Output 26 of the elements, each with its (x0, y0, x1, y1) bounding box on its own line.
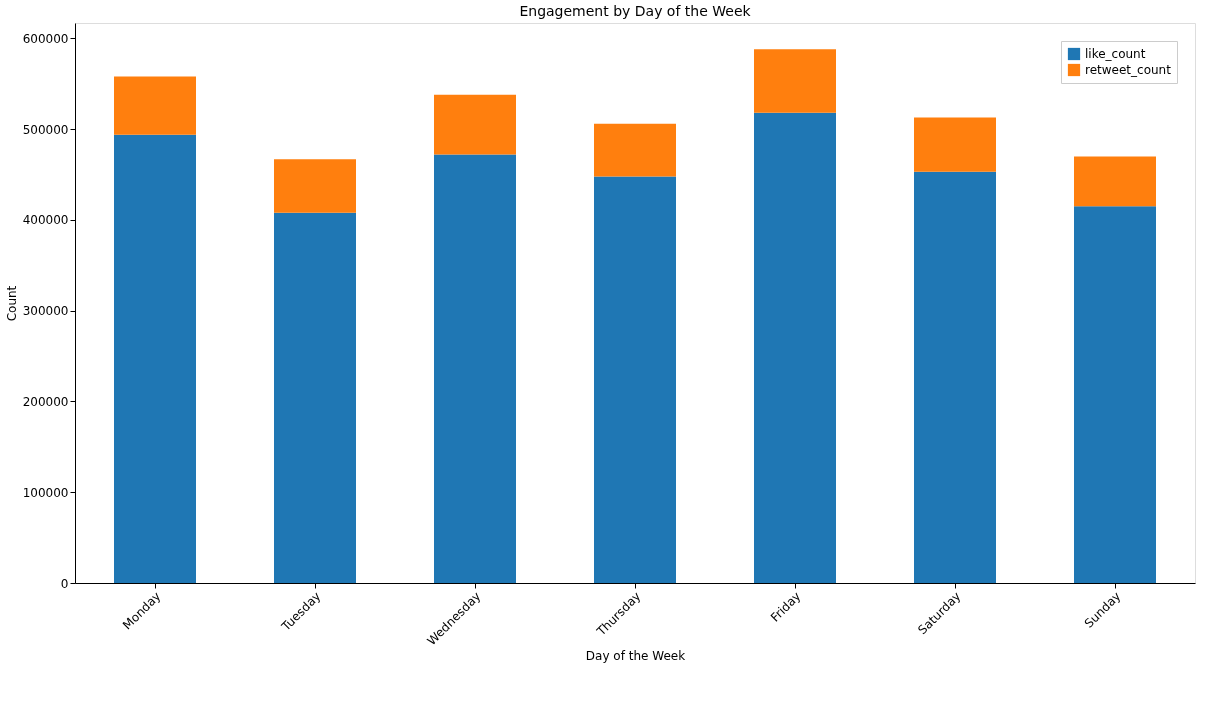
y-axis-title: Count (4, 285, 19, 322)
bar (434, 94, 516, 155)
chart-title: Engagement by Day of the Week (519, 3, 752, 19)
bar (1074, 156, 1156, 207)
y-tick-label: 100000 (22, 485, 69, 500)
bar (754, 112, 836, 583)
y-tick-label: 600000 (22, 31, 69, 46)
y-tick-label: 300000 (22, 304, 69, 319)
bar (274, 159, 356, 213)
y-tick-label: 0 (60, 576, 69, 591)
legend-label: retweet_count (1085, 63, 1172, 77)
bar (114, 134, 196, 583)
y-tick-label: 400000 (22, 213, 69, 228)
bar (914, 171, 996, 583)
y-tick-label: 500000 (22, 122, 69, 137)
bar (594, 176, 676, 583)
bar (114, 76, 196, 135)
legend-label: like_count (1085, 47, 1146, 61)
y-tick-label: 200000 (22, 394, 69, 409)
bar (914, 117, 996, 172)
bar (754, 49, 836, 113)
bar (1074, 206, 1156, 583)
bar (274, 212, 356, 583)
x-axis-title: Day of the Week (585, 649, 686, 664)
bar (594, 123, 676, 177)
bar (434, 154, 516, 583)
